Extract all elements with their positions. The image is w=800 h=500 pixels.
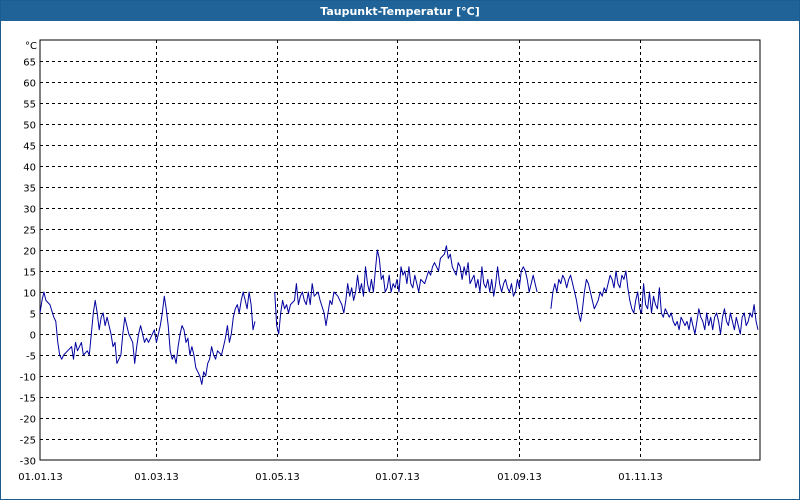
plot-area-frame <box>39 39 761 461</box>
x-tick-label: 01.11.13 <box>618 472 663 483</box>
y-tick-label: 35 <box>23 184 36 195</box>
y-tick-label: 20 <box>23 247 36 258</box>
x-tick-label: 01.05.13 <box>255 472 300 483</box>
y-tick-label: 40 <box>23 163 36 174</box>
y-tick-label: 25 <box>23 226 36 237</box>
y-tick-label: -10 <box>20 373 36 384</box>
y-tick-label: 5 <box>30 310 36 321</box>
y-tick-label: 65 <box>23 58 36 69</box>
x-tick-label: 01.01.13 <box>18 472 63 483</box>
y-tick-label: 0 <box>30 331 36 342</box>
grid <box>40 40 760 460</box>
y-axis: °C -30 -25 -20 -15 -10 -5 0 5 10 15 20 25 30 35 40 45 50… <box>20 41 37 468</box>
y-tick-label: 60 <box>23 79 36 90</box>
y-tick-label: -30 <box>20 457 36 468</box>
x-axis: 01.01.13 01.03.13 01.05.13 01.07.13 01.09.13… <box>18 472 663 483</box>
x-tick-label: 01.07.13 <box>375 472 420 483</box>
y-tick-label: -20 <box>20 415 36 426</box>
dewpoint-series-line <box>274 245 538 335</box>
y-tick-label: -15 <box>20 394 36 405</box>
y-tick-label: 15 <box>23 268 36 279</box>
dewpoint-series-line <box>550 270 759 335</box>
y-tick-label: 30 <box>23 205 36 216</box>
x-tick-label: 01.03.13 <box>134 472 179 483</box>
y-tick-label: 10 <box>23 289 36 300</box>
y-tick-label: -25 <box>20 436 36 447</box>
x-tick-label: 01.09.13 <box>497 472 542 483</box>
y-tick-label: -5 <box>26 352 36 363</box>
window-title: Taupunkt-Temperatur [°C] <box>1 1 799 21</box>
y-tick-label: 45 <box>23 142 36 153</box>
y-axis-unit: °C <box>25 41 37 52</box>
y-tick-label: 55 <box>23 100 36 111</box>
dewpoint-series-line <box>39 291 256 385</box>
y-tick-label: 50 <box>23 121 36 132</box>
series <box>39 245 759 385</box>
